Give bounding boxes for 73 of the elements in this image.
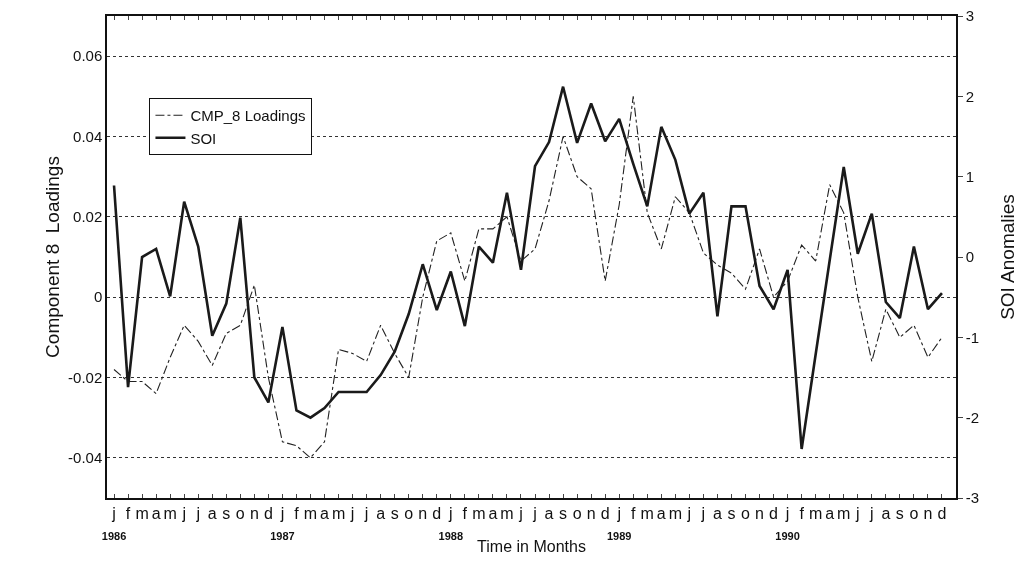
y2-axis-title: SOI Anomalies <box>997 194 1018 320</box>
x-tick-label: a <box>656 504 666 522</box>
x-tick-label: f <box>631 504 637 522</box>
x-tick-label: j <box>854 504 860 522</box>
x-tick-label: j <box>363 504 369 522</box>
x-tick-label: o <box>404 504 414 522</box>
legend-label: SOI <box>190 129 217 147</box>
x-tick-label: m <box>303 504 318 522</box>
x-tick-label: f <box>462 504 468 522</box>
x-tick-label: o <box>909 504 919 522</box>
x-tick-label: s <box>390 504 399 522</box>
y2-tick-label: -1 <box>965 328 980 346</box>
x-tick-label: j <box>195 504 200 522</box>
x-tick-label: s <box>727 504 736 522</box>
x-tick-label: d <box>937 504 947 522</box>
x-tick-label: j <box>869 504 874 522</box>
x-tick-label: j <box>700 504 706 522</box>
y-tick-label: 0.06 <box>73 47 103 65</box>
x-axis-title: Time in Months <box>477 537 586 555</box>
x-tick-label: a <box>881 504 891 522</box>
x-tick-label: f <box>125 504 131 522</box>
y2-tick-label: 2 <box>965 87 975 105</box>
x-tick-label: d <box>432 504 442 522</box>
legend-label: CMP_8 Loadings <box>190 107 306 125</box>
x-tick-label: m <box>331 504 346 522</box>
y-tick-label: 0.02 <box>73 208 103 226</box>
y-tick-label: -0.04 <box>68 449 103 467</box>
x-tick-label: m <box>640 504 654 522</box>
y2-tick-label: 0 <box>965 248 975 266</box>
x-tick-label: d <box>263 504 273 522</box>
x-tick-label: a <box>376 504 386 522</box>
x-tick-label: m <box>837 504 851 522</box>
x-tick-label: m <box>135 504 149 522</box>
x-tick-label: a <box>712 504 722 522</box>
x-tick-label: j 1986 <box>101 504 127 542</box>
x-tick-label: a <box>320 504 330 522</box>
x-tick-label: a <box>207 504 217 522</box>
y-tick-label: 0 <box>93 288 103 306</box>
x-tick-label: n <box>418 504 428 522</box>
x-tick-label: n <box>586 504 596 522</box>
x-tick-label: a <box>151 504 161 522</box>
x-tick-label: n <box>755 504 764 522</box>
y-axis-title: Component 8 Loadings <box>41 156 63 358</box>
x-tick-label: j <box>181 504 186 522</box>
y-tick-label: 0.04 <box>73 127 103 145</box>
x-tick-label: m <box>163 504 177 522</box>
y2-tick-label: -2 <box>965 408 980 426</box>
x-tick-label: j <box>518 504 523 522</box>
y2-tick-label: 1 <box>965 167 975 185</box>
x-tick-label: s <box>559 504 568 522</box>
x-tick-label: m <box>809 504 823 522</box>
x-tick-label: m <box>668 504 682 522</box>
x-tick-label: n <box>923 504 933 522</box>
x-tick-label: d <box>769 504 779 522</box>
x-tick-label: m <box>500 504 514 522</box>
x-tick-label: m <box>472 504 486 522</box>
y2-tick-label: 3 <box>965 7 975 25</box>
x-tick-label: o <box>235 504 245 522</box>
x-tick-label: o <box>572 504 582 522</box>
y2-tick-label: -3 <box>965 489 980 507</box>
x-tick-label: s <box>895 504 904 522</box>
x-tick-label: s <box>222 504 231 522</box>
x-tick-label: j <box>532 504 537 522</box>
x-tick-label: j <box>686 504 692 522</box>
x-tick-label: n <box>249 504 259 522</box>
x-tick-label: o <box>741 504 751 522</box>
x-tick-label: a <box>488 504 498 522</box>
x-tick-label: a <box>544 504 554 522</box>
x-tick-label: f <box>294 504 300 522</box>
x-tick-label: j <box>349 504 355 522</box>
x-tick-label: f <box>799 504 805 522</box>
y-tick-label: -0.02 <box>68 368 103 386</box>
x-tick-label: a <box>825 504 835 522</box>
